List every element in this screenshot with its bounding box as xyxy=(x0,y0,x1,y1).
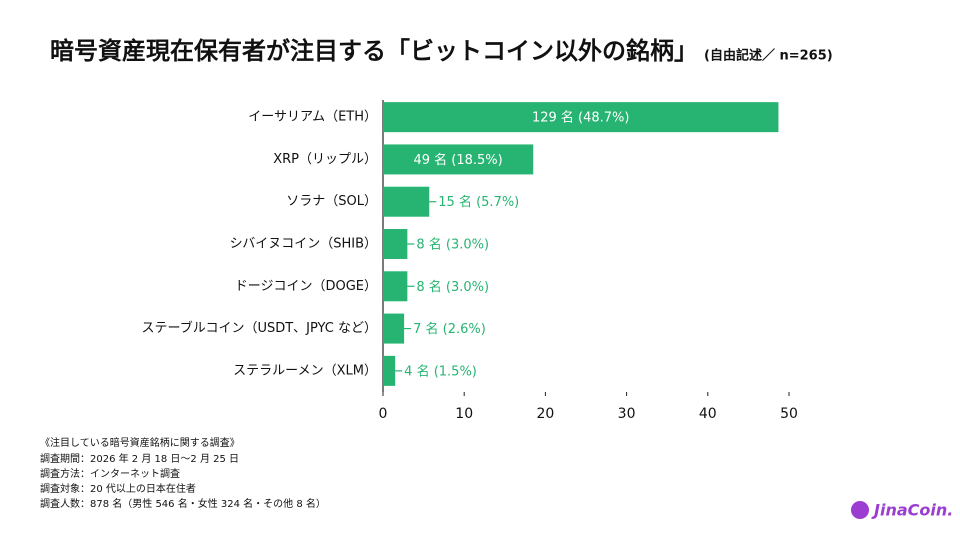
x-tick-label: 10 xyxy=(455,406,473,422)
x-tick-label: 0 xyxy=(379,406,388,422)
bar xyxy=(383,102,779,133)
y-tick-label: ドージコイン（DOGE） xyxy=(235,279,377,294)
bar xyxy=(383,186,430,217)
y-tick-label: XRP（リップル） xyxy=(273,152,377,167)
footnote-line: 調査期間：2026 年 2 月 18 日〜2 月 25 日 xyxy=(40,452,239,465)
y-tick-label: ソラナ（SOL） xyxy=(286,194,377,209)
brand-logo: JinaCoin. xyxy=(851,501,953,520)
data-label: 8 名 (3.0%) xyxy=(416,279,489,295)
data-label: 15 名 (5.7%) xyxy=(438,194,519,210)
y-tick-label: ステーブルコイン（USDT、JPYC など） xyxy=(141,320,377,336)
bar xyxy=(383,229,408,259)
x-tick-label: 40 xyxy=(699,406,717,422)
footnote-line: 調査対象：20 代以上の日本在住者 xyxy=(40,482,196,495)
data-label: 129 名 (48.7%) xyxy=(532,110,630,126)
footnote: 《注目している暗号資産銘柄に関する調査》 調査期間：2026 年 2 月 18 … xyxy=(40,436,326,510)
logo-icon xyxy=(851,501,869,519)
brand-name: JinaCoin. xyxy=(871,501,953,520)
bar xyxy=(383,271,408,302)
y-tick-label: イーサリアム（ETH） xyxy=(248,110,377,125)
x-tick-label: 20 xyxy=(536,406,554,422)
data-label: 4 名 (1.5%) xyxy=(404,363,477,379)
bar xyxy=(383,144,534,175)
footnote-heading: 《注目している暗号資産銘柄に関する調査》 xyxy=(40,436,240,449)
data-label: 8 名 (3.0%) xyxy=(416,237,489,253)
y-tick-label: ステラルーメン（XLM） xyxy=(233,363,377,378)
bar xyxy=(383,355,396,386)
footnote-line: 調査人数：878 名（男性 546 名・女性 324 名・その他 8 名） xyxy=(40,497,326,510)
data-label: 7 名 (2.6%) xyxy=(413,321,486,337)
y-tick-label: シバイヌコイン（SHIB） xyxy=(230,237,377,252)
data-label: 49 名 (18.5%) xyxy=(413,152,502,168)
chart-title: 暗号資産現在保有者が注目する「ビットコイン以外の銘柄」 xyxy=(50,37,698,65)
footnote-line: 調査方法：インターネット調査 xyxy=(40,467,180,480)
x-tick-label: 50 xyxy=(780,406,798,422)
chart-subtitle: (自由記述／ n=265) xyxy=(704,48,833,64)
x-tick-label: 30 xyxy=(618,406,636,422)
bar xyxy=(383,313,405,344)
